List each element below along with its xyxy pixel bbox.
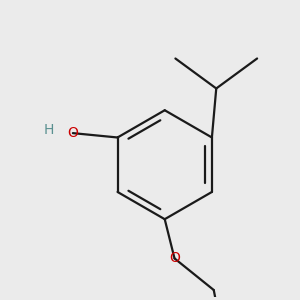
Text: O: O bbox=[169, 251, 180, 266]
Text: H: H bbox=[43, 123, 54, 137]
Text: O: O bbox=[68, 126, 78, 140]
